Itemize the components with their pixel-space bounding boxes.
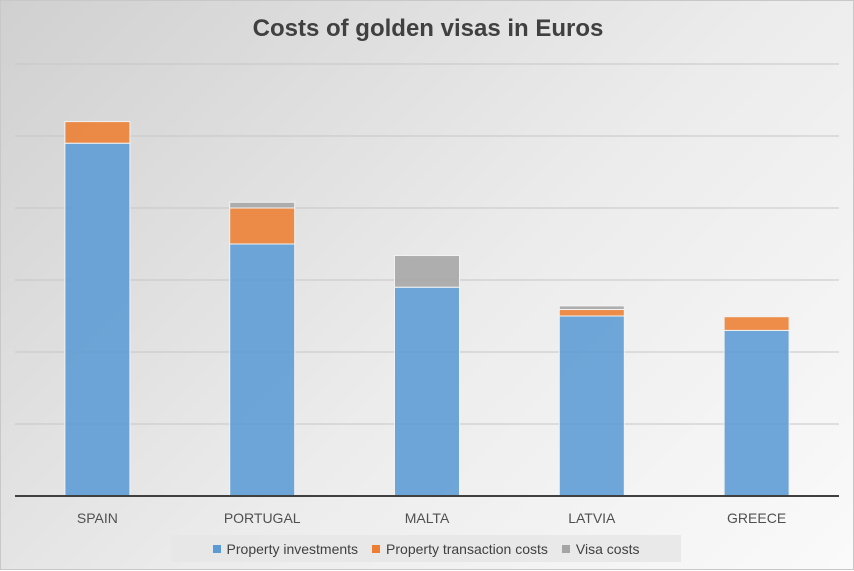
bar-segment (64, 142, 131, 497)
bar-segment (723, 329, 790, 497)
legend-label: Property transaction costs (386, 540, 548, 557)
bar-segment (64, 121, 131, 144)
legend-swatch (561, 544, 570, 553)
legend-item: Visa costs (561, 540, 640, 557)
bar-segment (229, 243, 296, 497)
x-tick-label: PORTUGAL (224, 510, 301, 526)
legend-swatch (372, 544, 381, 553)
bar-segment (723, 316, 790, 331)
legend-label: Visa costs (575, 540, 640, 557)
x-tick-label: LATVIA (568, 510, 616, 526)
bar-segment (558, 305, 625, 311)
chart-title: Costs of golden visas in Euros (252, 15, 604, 42)
bar-segment (394, 255, 460, 288)
legend-item: Property investments (212, 540, 359, 557)
x-tick-label: SPAIN (77, 510, 118, 526)
legend-item: Property transaction costs (372, 541, 548, 557)
legend-label: Property investments (226, 540, 359, 557)
legend-swatch (212, 544, 221, 553)
bar-segment (558, 309, 625, 317)
bar-segment (394, 286, 460, 497)
legend: Property investments Property transaction… (171, 535, 681, 562)
x-tick-label: GREECE (727, 510, 786, 526)
bar-segment (558, 315, 625, 497)
bar-segment (229, 207, 296, 245)
x-tick-label: MALTA (405, 510, 450, 526)
bar-segment (229, 201, 296, 209)
